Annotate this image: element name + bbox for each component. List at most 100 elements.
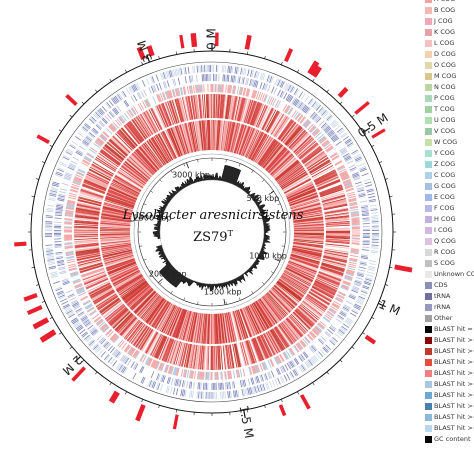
- blast-ring-middle: [268, 330, 282, 352]
- blast-ring-middle: [220, 94, 224, 119]
- blast-ring-middle: [150, 333, 162, 356]
- blast-ring-middle: [214, 345, 217, 370]
- cds-reverse: [353, 177, 361, 181]
- blast-ring-inner: [126, 284, 150, 305]
- cds-reverse: [68, 294, 75, 299]
- blast-ring-inner: [112, 269, 140, 284]
- cds-reverse: [310, 346, 316, 353]
- blast-ring-outer: [318, 136, 326, 143]
- blast-ring-middle: [172, 99, 181, 123]
- cds-forward: [81, 127, 88, 133]
- cds-forward: [52, 182, 60, 186]
- cds-forward: [366, 274, 374, 277]
- blast-ring-inner: [105, 257, 135, 268]
- blast-ring-outer: [293, 344, 300, 352]
- blast-ring-inner: [100, 221, 131, 226]
- blast-ring-middle: [181, 97, 188, 121]
- blast-ring-inner: [224, 121, 230, 152]
- blast-ring-middle: [320, 266, 344, 275]
- legend-swatch: [425, 150, 432, 157]
- blast-ring-middle: [182, 96, 189, 121]
- blast-ring-inner: [292, 246, 323, 253]
- blast-ring-outer: [312, 128, 319, 136]
- blast-ring-inner: [228, 312, 235, 342]
- blast-ring-middle: [165, 101, 175, 125]
- cds-reverse: [55, 253, 63, 256]
- cds-forward: [370, 212, 378, 214]
- blast-ring-middle: [313, 170, 336, 182]
- blast-ring-inner: [289, 195, 319, 207]
- blast-ring-outer: [313, 327, 321, 334]
- cds-reverse: [222, 74, 224, 82]
- blast-ring-inner: [148, 139, 167, 165]
- blast-ring-middle: [277, 324, 292, 346]
- blast-ring-inner: [290, 254, 320, 264]
- cds-reverse: [292, 98, 297, 105]
- blast-ring-inner: [250, 133, 266, 161]
- blast-ring-outer: [167, 365, 172, 374]
- blast-ring-inner: [237, 125, 248, 155]
- blast-ring-outer: [254, 365, 259, 373]
- blast-ring-inner: [291, 251, 321, 260]
- blast-ring-inner: [151, 300, 169, 327]
- blast-ring-middle: [102, 147, 122, 163]
- blast-ring-outer: [329, 307, 337, 313]
- cds-forward: [184, 389, 187, 397]
- blast-ring-middle: [189, 344, 195, 369]
- blast-ring-outer: [341, 176, 350, 180]
- blast-ring-inner: [261, 296, 281, 322]
- cds-reverse: [320, 336, 327, 342]
- blast-ring-middle: [158, 337, 169, 360]
- blast-ring-middle: [314, 281, 337, 293]
- blast-ring-middle: [194, 95, 199, 119]
- blast-ring-inner: [193, 312, 200, 343]
- legend-item: BLAST hit >=: [420, 357, 474, 368]
- blast-ring-inner: [225, 121, 232, 152]
- blast-ring-middle: [265, 332, 279, 354]
- blast-ring-outer: [98, 321, 106, 328]
- cds-forward: [291, 86, 296, 94]
- blast-ring-middle: [321, 262, 345, 271]
- blast-ring-inner: [103, 202, 133, 212]
- blast-ring-inner: [162, 305, 177, 333]
- outer-minor-tick: [385, 178, 389, 180]
- blast-ring-inner: [257, 299, 276, 325]
- blast-ring-inner: [131, 153, 154, 176]
- blast-ring-middle: [315, 279, 338, 291]
- cds-forward: [175, 388, 179, 396]
- blast-ring-middle: [246, 340, 256, 364]
- blast-ring-inner: [276, 162, 301, 182]
- cds-reverse: [361, 254, 369, 257]
- blast-ring-outer: [331, 304, 339, 310]
- blast-ring-inner: [217, 120, 222, 151]
- blast-ring-middle: [246, 100, 255, 124]
- cds-reverse: [355, 181, 362, 185]
- cds-forward: [48, 198, 56, 202]
- blast-ring-outer: [269, 359, 274, 367]
- blast-ring-middle: [303, 299, 323, 316]
- blast-ring-outer: [279, 354, 284, 362]
- blast-ring-inner: [224, 121, 231, 152]
- blast-ring-inner: [260, 297, 279, 323]
- blast-ring-middle: [163, 338, 173, 362]
- blast-ring-inner: [118, 169, 144, 187]
- cds-reverse: [222, 382, 224, 390]
- blast-ring-inner: [205, 313, 208, 344]
- cds-reverse: [72, 303, 80, 308]
- cds-forward: [370, 207, 378, 210]
- blast-ring-inner: [101, 242, 131, 249]
- blast-ring-outer: [160, 363, 165, 372]
- blast-ring-middle: [279, 323, 296, 343]
- cds-reverse: [229, 381, 231, 389]
- blast-ring-middle: [146, 332, 159, 355]
- blast-ring-inner: [259, 141, 279, 166]
- blast-ring-middle: [241, 341, 249, 366]
- cds-reverse: [67, 166, 75, 171]
- blast-ring-middle: [284, 319, 301, 339]
- cds-reverse: [362, 246, 370, 248]
- blast-ring-middle: [127, 322, 143, 342]
- blast-ring-middle: [74, 227, 99, 230]
- blast-ring-outer: [236, 86, 240, 95]
- blast-ring-middle: [121, 318, 138, 337]
